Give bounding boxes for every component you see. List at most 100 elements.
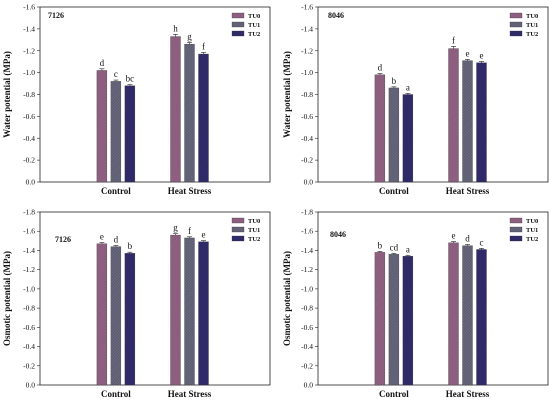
y-tick-label: -0.2 [301,361,313,370]
y-tick-label: -1.2 [301,265,313,274]
bar-tu0-heat-stress [448,48,459,183]
y-tick-label: -0.4 [301,342,313,351]
y-tick-label: -0.8 [301,304,313,313]
category-label: Heat Stress [168,186,212,196]
legend-label-tu0: TU0 [248,218,260,225]
significance-letter: f [188,226,191,236]
significance-letter: cd [390,242,399,252]
significance-letter: a [406,244,410,254]
y-tick-label: -1.6 [301,227,313,236]
bar-tu2-control [124,253,136,386]
y-tick-label: -0.6 [301,112,313,121]
legend-label-tu1: TU1 [526,22,538,29]
legend-label-tu2: TU2 [526,31,538,38]
panel-title: 7126 [48,11,64,20]
significance-letter: e [100,232,104,242]
bar-tu2-control [402,94,414,183]
y-tick-label: 0.0 [26,178,36,187]
chart-panel-2: -1.6 -1.4 -1.2 -1.0 -0.8 -0.6 -0.4 -0.2 0.0 Water… [282,3,549,196]
bar-tu2-control [124,85,136,183]
bar-tu2-heat-stress [476,249,487,386]
y-tick-label: -1.2 [23,46,35,55]
y-tick-label: -1.0 [301,284,313,293]
legend-label-tu0: TU0 [248,13,260,20]
y-tick-label: -0.8 [23,90,35,99]
category-label: Heat Stress [168,389,212,399]
bar-tu0-heat-stress [448,242,459,386]
panel-title: 7126 [55,235,71,244]
bar-tu0-heat-stress [170,36,181,183]
significance-letter: c [480,237,484,247]
legend-label-tu2: TU2 [526,236,538,243]
significance-letter: h [173,23,178,33]
bar-tu1-heat-stress [462,245,473,386]
category-label: Control [379,389,409,399]
bar-tu1-control [110,246,122,386]
significance-letter: d [465,233,470,243]
legend-swatch-tu2 [509,235,523,242]
significance-letter: bc [126,74,135,84]
y-tick-label: 0.0 [304,381,314,390]
legend-swatch-tu1 [231,226,245,233]
legend-swatch-tu0 [231,217,245,224]
y-tick-label: -0.4 [23,342,35,351]
chart-panel-3: -1.8 -1.6 -1.4 -1.2 -1.0 -0.8 -0.6 -0.4 -0.2 0.0 O… [2,208,271,399]
y-tick-label: -1.0 [301,68,313,77]
legend-label-tu1: TU1 [526,227,538,234]
legend-swatch-tu0 [509,217,523,224]
significance-letter: g [187,32,192,42]
bar-tu1-heat-stress [184,44,195,183]
legend-label-tu0: TU0 [526,13,538,20]
y-tick-label: -0.2 [23,361,35,370]
significance-letter: e [202,230,206,240]
legend-swatch-tu1 [509,226,523,233]
y-tick-label: -1.6 [23,3,35,12]
bar-tu2-heat-stress [198,53,209,183]
category-label: Control [101,389,131,399]
y-tick-label: -1.2 [23,265,35,274]
plot-frame [317,211,549,386]
legend-swatch-tu0 [509,12,523,19]
significance-letter: c [114,69,118,79]
bar-tu1-heat-stress [462,60,473,183]
category-label: Control [379,186,409,196]
y-tick-label: 0.0 [304,178,314,187]
significance-letter: e [480,50,484,60]
significance-letter: d [114,234,119,244]
y-tick-label: -0.2 [23,156,35,165]
panel-title: 8046 [328,11,344,20]
y-tick-label: -0.2 [301,156,313,165]
y-tick-label: -1.4 [301,246,313,255]
y-tick-label: -1.0 [23,284,35,293]
y-tick-label: -1.8 [23,208,35,217]
y-axis-label: Water potential (MPa) [2,51,12,138]
significance-letter: f [452,35,455,45]
legend-label-tu2: TU2 [248,31,260,38]
bar-tu2-control [402,256,414,386]
legend-label-tu1: TU1 [248,227,260,234]
y-tick-label: -1.6 [23,227,35,236]
significance-letter: d [378,63,383,73]
y-axis-label: Osmotic potential (MPa) [2,251,12,346]
legend-swatch-tu2 [231,235,245,242]
y-tick-label: -1.8 [301,208,313,217]
chart-panel-4: -1.8 -1.6 -1.4 -1.2 -1.0 -0.8 -0.6 -0.4 -0.2 0.0 O… [282,208,549,399]
significance-letter: b [392,76,397,86]
y-tick-label: -1.2 [301,46,313,55]
bar-tu0-control [96,70,108,183]
legend-label-tu2: TU2 [248,236,260,243]
bar-tu0-control [374,74,386,183]
bar-tu2-heat-stress [476,62,487,183]
y-axis-label: Osmotic potential (MPa) [282,251,292,346]
legend-label-tu0: TU0 [526,218,538,225]
significance-letter: b [378,240,383,250]
y-tick-label: -1.4 [301,24,313,33]
y-tick-label: -1.4 [23,24,35,33]
y-tick-label: -0.8 [301,90,313,99]
significance-letter: g [173,223,178,233]
chart-panel-1: -1.6 -1.4 -1.2 -1.0 -0.8 -0.6 -0.4 -0.2 0.0 Water… [2,3,271,196]
bar-tu1-control [388,254,400,386]
y-axis-label: Water potential (MPa) [282,51,292,138]
plot-frame [39,211,271,386]
